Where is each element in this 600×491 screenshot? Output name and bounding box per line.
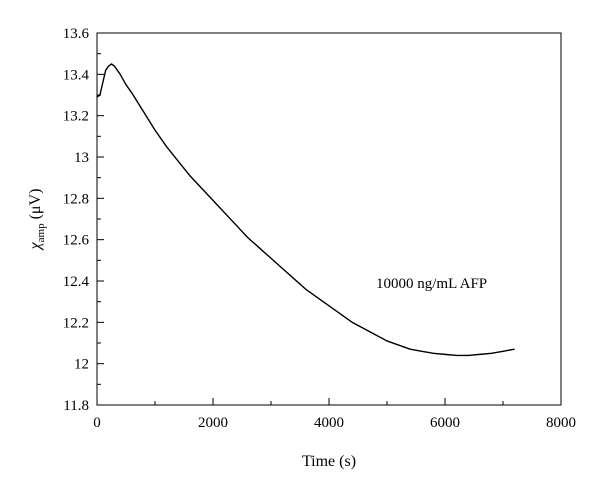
y-tick-label: 13 [74, 150, 89, 166]
y-tick-label: 12 [74, 357, 89, 373]
y-tick-label: 12.2 [63, 315, 89, 331]
series-line [96, 63, 515, 357]
y-tick-label: 13.4 [63, 67, 90, 83]
axis-tick-labels: 0 2000 4000 6000 8000 11.8 12 12.2 12.4 12.6 12.8 1… [63, 26, 576, 431]
y-axis-symbol: χ [27, 241, 44, 251]
x-axis-title: Time (s) [302, 453, 356, 470]
y-tick-label: 11.8 [63, 398, 89, 414]
series-lines [96, 63, 515, 357]
x-tick-label: 4000 [314, 415, 344, 431]
y-tick-label: 13.6 [63, 26, 90, 42]
y-tick-label: 12.8 [63, 191, 89, 207]
axis-ticks [96, 32, 562, 406]
annotation: 10000 ng/mL AFP [376, 276, 487, 292]
x-tick-label: 0 [93, 415, 101, 431]
y-tick-label: 13.2 [63, 109, 89, 125]
y-axis-subscript: amp [35, 223, 47, 242]
y-axis-title: χamp (μV) [27, 189, 47, 252]
x-tick-label: 6000 [430, 415, 460, 431]
y-axis-unit: (μV) [27, 189, 44, 220]
x-tick-label: 8000 [546, 415, 576, 431]
y-tick-label: 12.4 [63, 274, 90, 290]
y-tick-label: 12.6 [63, 233, 90, 249]
plot-frame [96, 32, 562, 406]
x-tick-label: 2000 [198, 415, 228, 431]
